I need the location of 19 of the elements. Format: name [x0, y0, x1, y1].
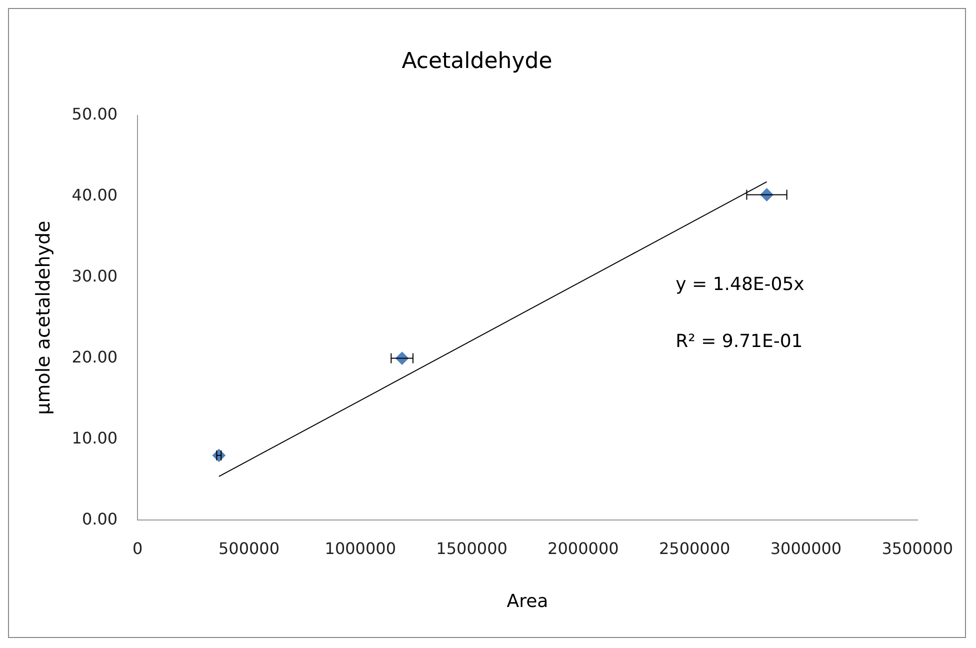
x-tick-label: 0 [132, 538, 143, 558]
y-tick-label: 0.00 [82, 509, 118, 528]
y-tick-label: 30.00 [72, 266, 118, 286]
chart-title: Acetaldehyde [402, 48, 552, 74]
x-tick-label: 2500000 [658, 538, 730, 558]
x-axis-title: Area [506, 590, 548, 612]
annotation: y = 1.48E-05x [676, 274, 805, 296]
y-tick-label: 40.00 [72, 186, 118, 205]
x-tick-label: 500000 [218, 538, 280, 558]
x-tick-label: 3000000 [770, 538, 842, 558]
x-tick-label: 1500000 [436, 538, 508, 558]
x-tick-label: 1000000 [324, 538, 396, 558]
x-tick-label: 3500000 [882, 538, 954, 558]
y-axis-title: μmole acetaldehyde [32, 220, 54, 415]
x-tick-label: 2000000 [548, 538, 619, 558]
annotation: R² = 9.71E-01 [676, 330, 803, 352]
y-tick-label: 20.00 [72, 347, 118, 366]
y-tick-label: 10.00 [72, 428, 118, 448]
y-tick-label: 50.00 [72, 104, 118, 124]
